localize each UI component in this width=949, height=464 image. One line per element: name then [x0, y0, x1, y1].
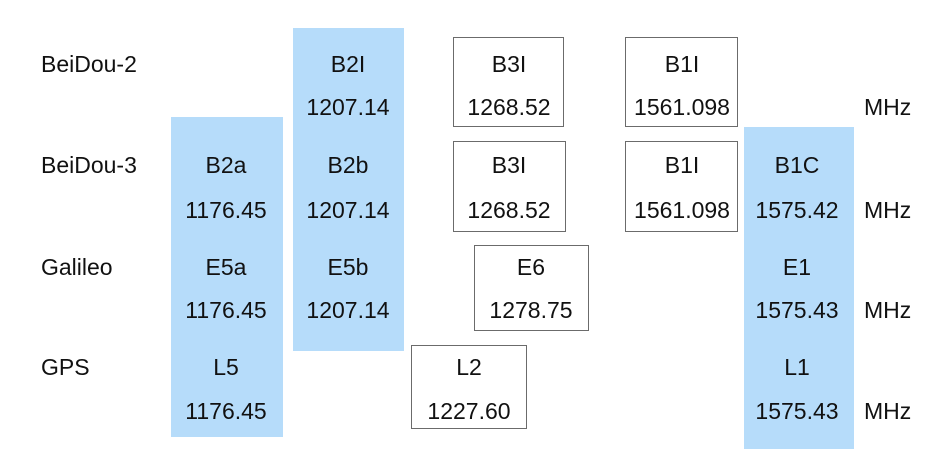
signal-frequency: 1561.098 — [634, 94, 730, 120]
signal-label: E5b — [327, 254, 369, 280]
signal-frequency: 1207.14 — [306, 297, 390, 323]
signal-frequency: 1575.43 — [755, 297, 839, 323]
signal-frequency: 1207.14 — [306, 197, 390, 223]
unit-label: MHz — [864, 94, 912, 120]
signal-label: B1I — [664, 51, 700, 77]
signal-label: L1 — [784, 354, 810, 380]
signal-frequency: 1575.43 — [755, 398, 839, 424]
signal-frequency: 1575.42 — [755, 197, 839, 223]
system-label-beidou3: BeiDou-3 — [41, 152, 137, 178]
unit-label: MHz — [864, 297, 912, 323]
signal-box-galileo-e6 — [474, 245, 589, 331]
signal-frequency: 1227.60 — [427, 398, 511, 424]
signal-frequency: 1561.098 — [634, 197, 730, 223]
signal-label: L5 — [213, 354, 239, 380]
system-label-galileo: Galileo — [41, 254, 113, 280]
signal-frequency: 1176.45 — [185, 197, 267, 223]
band-highlight-b2i-b2b-e5b — [293, 28, 404, 351]
signal-frequency: 1268.52 — [467, 94, 551, 120]
signal-box-gps-l2 — [411, 345, 527, 429]
signal-label: B2b — [327, 152, 369, 178]
signal-box-beidou3-b1i — [625, 141, 738, 232]
signal-frequency: 1207.14 — [306, 94, 390, 120]
signal-box-beidou3-b3i — [453, 141, 566, 232]
signal-label: E6 — [516, 254, 546, 280]
signal-frequency: 1176.45 — [185, 398, 267, 424]
signal-label: E5a — [205, 254, 247, 280]
unit-label: MHz — [864, 197, 912, 223]
system-label-gps: GPS — [41, 354, 90, 380]
system-label-beidou2: BeiDou-2 — [41, 51, 137, 77]
signal-label: L2 — [456, 354, 482, 380]
signal-label: B1I — [664, 152, 700, 178]
signal-box-beidou2-b1i — [625, 37, 738, 127]
signal-label: B2I — [330, 51, 366, 77]
unit-label: MHz — [864, 398, 912, 424]
signal-frequency: 1176.45 — [185, 297, 267, 323]
signal-label: B1C — [774, 152, 820, 178]
band-highlight-b1c-e1-l1 — [744, 127, 854, 449]
signal-box-beidou2-b3i — [453, 37, 564, 127]
band-highlight-l5-e5a-b2a — [171, 117, 283, 437]
signal-frequency: 1278.75 — [489, 297, 573, 323]
signal-label: B3I — [491, 51, 527, 77]
signal-label: B2a — [205, 152, 247, 178]
signal-label: B3I — [491, 152, 527, 178]
signal-frequency: 1268.52 — [467, 197, 551, 223]
signal-label: E1 — [782, 254, 812, 280]
